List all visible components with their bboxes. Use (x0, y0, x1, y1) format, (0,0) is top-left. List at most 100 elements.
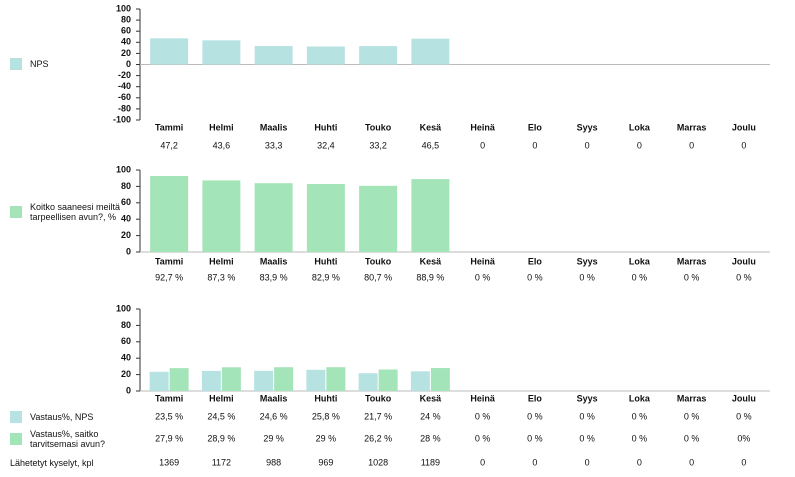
x-tick-label: Helmi (209, 122, 234, 132)
bar (411, 38, 450, 65)
table-value: 988 (266, 457, 281, 467)
value-label: 24 % (420, 411, 441, 421)
bar (201, 370, 221, 391)
bar (430, 368, 450, 391)
value-label: 0 % (684, 411, 700, 421)
value-label: 28,9 % (207, 433, 235, 443)
bar (150, 175, 189, 252)
value-label: 27,9 % (155, 433, 183, 443)
y-tick-label: 60 (121, 336, 131, 346)
y-tick-label: 60 (121, 26, 131, 36)
value-label: 23,5 % (155, 411, 183, 421)
table-value: 0 (532, 457, 537, 467)
y-tick-label: 20 (121, 48, 131, 58)
value-label: 0 % (475, 433, 491, 443)
y-tick-label: -60 (118, 92, 131, 102)
value-label: 32,4 (317, 140, 335, 150)
x-tick-label: Marras (677, 393, 707, 403)
x-tick-label: Kesä (420, 256, 443, 266)
value-label: 46,5 (422, 140, 440, 150)
value-label: 0% (737, 433, 750, 443)
value-label: 88,9 % (416, 272, 444, 282)
value-label: 43,6 (213, 140, 231, 150)
x-tick-label: Maalis (260, 122, 288, 132)
y-tick-label: 80 (121, 320, 131, 330)
table-value: 0 (637, 457, 642, 467)
value-label: 0 % (475, 272, 491, 282)
value-label: 0 % (736, 411, 752, 421)
bar (169, 368, 189, 391)
bar (202, 40, 241, 65)
x-tick-label: Kesä (420, 393, 443, 403)
value-label: 0 (741, 140, 746, 150)
x-tick-label: Tammi (155, 393, 183, 403)
value-label: 87,3 % (207, 272, 235, 282)
x-tick-label: Elo (528, 393, 543, 403)
table-value: 0 (585, 457, 590, 467)
bar (254, 183, 293, 252)
x-tick-label: Joulu (732, 256, 756, 266)
legend-label: Lähetetyt kyselyt, kpl (10, 458, 94, 468)
value-label: 0 % (632, 433, 648, 443)
y-tick-label: 20 (121, 230, 131, 240)
bar (150, 38, 189, 65)
y-tick-label: 0 (126, 59, 131, 69)
x-tick-label: Maalis (260, 393, 288, 403)
x-tick-label: Touko (365, 256, 392, 266)
legend-swatch (10, 411, 22, 423)
value-label: 25,8 % (312, 411, 340, 421)
x-tick-label: Joulu (732, 393, 756, 403)
value-label: 0 (480, 140, 485, 150)
x-tick-label: Tammi (155, 122, 183, 132)
bar (306, 46, 345, 65)
x-tick-label: Syys (577, 393, 598, 403)
legend-swatch (10, 433, 22, 445)
bar (359, 185, 398, 252)
bar (326, 367, 346, 391)
y-tick-label: 100 (116, 3, 131, 13)
x-tick-label: Loka (629, 393, 651, 403)
table-value: 1369 (159, 457, 179, 467)
x-tick-label: Loka (629, 256, 651, 266)
bar (149, 371, 169, 391)
x-tick-label: Touko (365, 122, 392, 132)
table-value: 969 (318, 457, 333, 467)
value-label: 0 % (579, 272, 595, 282)
y-tick-label: 40 (121, 37, 131, 47)
y-tick-label: -40 (118, 81, 131, 91)
legend-label: Koitko saaneesi meiltä tarpeellisen avun… (30, 202, 121, 222)
value-label: 0 % (736, 272, 752, 282)
value-label: 0 % (579, 411, 595, 421)
bar (221, 367, 241, 391)
y-tick-label: 40 (121, 214, 131, 224)
bar (254, 370, 274, 391)
table-value: 0 (689, 457, 694, 467)
value-label: 0 (689, 140, 694, 150)
bar (254, 46, 293, 65)
value-label: 0 (532, 140, 537, 150)
x-tick-label: Syys (577, 256, 598, 266)
value-label: 0 % (632, 272, 648, 282)
value-label: 21,7 % (364, 411, 392, 421)
bar (306, 184, 345, 252)
value-label: 0 % (684, 433, 700, 443)
legend-item: Vastaus%, saitko tarvitsemasi avun? (10, 429, 135, 449)
legend-label: Vastaus%, saitko tarvitsemasi avun? (30, 429, 106, 449)
y-tick-label: -100 (113, 114, 131, 124)
x-tick-label: Heinä (470, 256, 496, 266)
legend-swatch (10, 58, 22, 70)
table-value: 1172 (212, 457, 231, 467)
y-tick-label: -20 (118, 70, 131, 80)
x-tick-label: Joulu (732, 122, 756, 132)
legend-item: Koitko saaneesi meiltä tarpeellisen avun… (10, 202, 135, 222)
value-label: 28 % (420, 433, 441, 443)
x-tick-label: Heinä (470, 393, 496, 403)
value-label: 0 (585, 140, 590, 150)
x-tick-label: Elo (528, 256, 543, 266)
x-tick-label: Heinä (470, 122, 496, 132)
table-value: 1028 (368, 457, 388, 467)
value-label: 0 % (527, 272, 543, 282)
y-tick-label: 20 (121, 369, 131, 379)
